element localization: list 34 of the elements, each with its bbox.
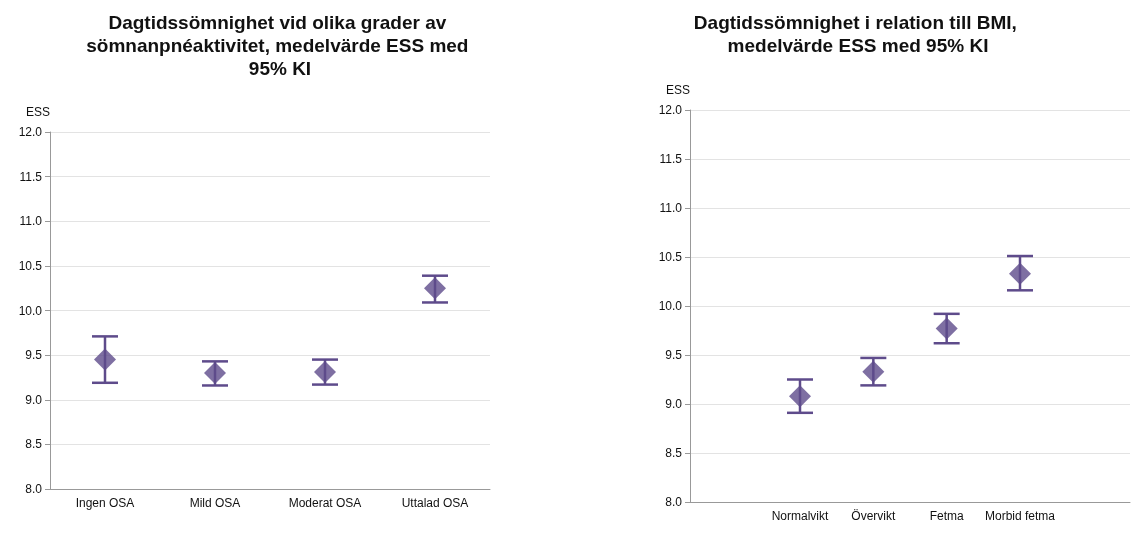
point	[935, 317, 958, 340]
y-tick-label: 8.5	[665, 446, 683, 460]
y-tick-label: 10.5	[18, 258, 43, 273]
y-tick-label: 11.5	[19, 169, 43, 184]
x-tick-label: Moderat OSA	[288, 496, 362, 510]
chart-title: Dagtidssömnighet vid olika grader av sömnanpnéaktivitet, medelvärde ESS med 95% KI	[86, 12, 474, 79]
y-tick-label: 9.5	[665, 348, 683, 362]
point	[789, 385, 811, 408]
x-tick-label: Morbid fetma	[984, 509, 1056, 523]
y-tick-label: 8.0	[25, 482, 43, 496]
y-tick-label: 11.5	[659, 152, 683, 166]
point	[94, 348, 116, 371]
y-tick-label: 9.5	[25, 348, 43, 363]
x-tick-label: Mild OSA	[189, 496, 241, 510]
x-tick-label: Fetma	[929, 509, 964, 523]
y-tick-label: 8.0	[665, 495, 683, 509]
y-tick-label: 12.0	[18, 125, 43, 139]
x-tick-label: Övervikt	[851, 509, 896, 523]
x-tick-label: Ingen OSA	[75, 496, 135, 510]
y-tick-label: 11.0	[19, 214, 43, 229]
x-tick-label: Normalvikt	[771, 509, 829, 523]
y-tick-label: 9.0	[665, 397, 683, 411]
chart-title: Dagtidssömnighet i relation till BMI, medelvärde ESS med 95% KI	[693, 12, 1023, 56]
y-tick-label: 9.0	[25, 392, 43, 407]
point	[1009, 262, 1031, 285]
x-tick-label: Uttalad OSA	[401, 496, 469, 510]
y-tick-label: 10.0	[658, 299, 683, 313]
y-tick-label: 8.5	[25, 437, 43, 452]
y-tick-label: 10.0	[18, 303, 43, 318]
y-axis-title: ESS	[665, 83, 690, 97]
y-axis-title: ESS	[25, 105, 50, 119]
y-tick-label: 10.5	[658, 250, 683, 264]
y-tick-label: 11.0	[659, 201, 683, 215]
y-tick-label: 12.0	[658, 103, 683, 117]
